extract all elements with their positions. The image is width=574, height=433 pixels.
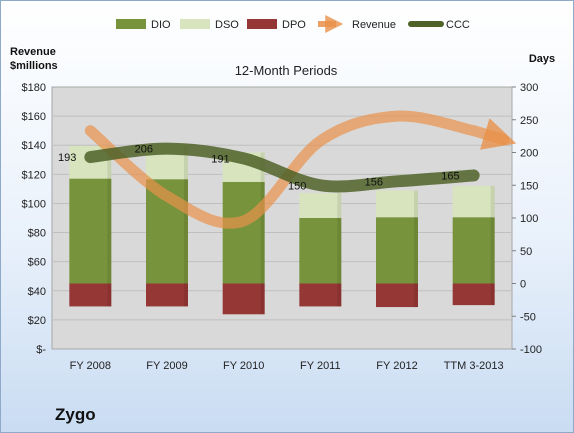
bar-dio — [69, 178, 112, 284]
y-left-tick-label: $160 — [22, 111, 46, 123]
ccc-data-label: 193 — [58, 152, 76, 164]
ccc-line — [84, 142, 480, 193]
y-right-tick-label: 150 — [520, 180, 538, 192]
y-right-tick-label: -100 — [520, 344, 542, 356]
y-right-tick-label: -50 — [520, 311, 536, 323]
legend-swatch-dio — [116, 19, 146, 29]
bar-edge-shade — [414, 190, 418, 308]
bar-edge-shade — [337, 193, 342, 307]
bar-dpo — [376, 283, 418, 308]
ccc-labels-group: 193 206 191 150 156 165 — [58, 144, 460, 193]
ccc-data-label: 150 — [288, 180, 306, 192]
x-tick-label: FY 2010 — [223, 360, 264, 372]
y-left-tick-label: $140 — [22, 140, 46, 152]
y-right-tick-label: 200 — [520, 148, 538, 160]
legend-swatch-dpo — [247, 19, 277, 29]
bar-dpo — [452, 283, 495, 306]
plot-area — [51, 86, 513, 350]
y-left-tick-label: $20 — [28, 315, 46, 327]
y-left-tick-label: $- — [36, 344, 46, 356]
bar-dso — [452, 185, 495, 218]
bar-dio — [376, 217, 418, 284]
legend-label-ccc: CCC — [446, 19, 470, 31]
y-left-tick-label: $80 — [28, 228, 46, 240]
y-left-tick-label: $40 — [28, 286, 46, 298]
x-tick-label: FY 2008 — [70, 360, 111, 372]
y-left-tick-label: $120 — [22, 169, 46, 181]
legend-label-dso: DSO — [215, 19, 239, 31]
legend-label-revenue: Revenue — [352, 19, 396, 31]
bar-dso — [376, 190, 418, 218]
ccc-data-label: 165 — [441, 170, 459, 182]
bar-dpo — [222, 283, 265, 315]
y-right-tick-label: 250 — [520, 115, 538, 127]
y-left-title-line2: $millions — [10, 60, 58, 72]
bars-group — [69, 145, 495, 315]
y-left-tick-label: $100 — [22, 198, 46, 210]
bar-edge-shade — [107, 145, 112, 307]
ccc-data-label: 156 — [365, 176, 383, 188]
y-right-tick-label: 100 — [520, 213, 538, 225]
bar-edge-shade — [260, 152, 265, 315]
bar-dio — [299, 218, 342, 284]
revenue-line — [84, 110, 517, 229]
y-left-title-line1: Revenue — [10, 46, 56, 58]
lines-group — [84, 110, 517, 229]
company-name: Zygo — [55, 405, 96, 424]
y-right-tick-label: 0 — [520, 279, 526, 291]
y-right-axis: -100 -50 0 50 100 150 200 250 300 — [512, 82, 542, 356]
bar-edge-shade — [490, 185, 495, 306]
chart-subtitle: 12-Month Periods — [235, 63, 338, 78]
bar-dio — [222, 181, 265, 284]
y-right-tick-label: 50 — [520, 246, 532, 258]
bar-dpo — [69, 283, 112, 307]
ccc-data-label: 206 — [135, 144, 153, 156]
x-tick-label: FY 2009 — [146, 360, 187, 372]
ccc-data-label: 191 — [211, 153, 229, 165]
bar-dso — [299, 193, 342, 218]
legend-label-dpo: DPO — [282, 19, 306, 31]
y-left-tick-label: $180 — [22, 82, 46, 94]
bar-dio — [452, 217, 495, 284]
legend-swatch-dso — [180, 19, 210, 29]
x-tick-label: FY 2012 — [376, 360, 417, 372]
y-left-axis: $- $20 $40 $60 $80 $100 $120 $140 $160 $180 — [22, 82, 47, 356]
x-axis: FY 2008 FY 2009 FY 2010 FY 2011 FY 2012 TTM 3… — [70, 360, 504, 372]
bar-dpo — [299, 283, 342, 307]
bar-edge-shade — [184, 145, 188, 307]
legend-label-dio: DIO — [151, 19, 171, 31]
y-left-tick-label: $60 — [28, 257, 46, 269]
y-right-title: Days — [529, 53, 555, 65]
x-tick-label: FY 2011 — [300, 360, 341, 372]
legend: DIO DSO DPO Revenue CCC — [116, 15, 470, 33]
x-tick-label: TTM 3-2013 — [444, 360, 504, 372]
y-right-tick-label: 300 — [520, 82, 538, 94]
bar-dpo — [146, 283, 188, 307]
